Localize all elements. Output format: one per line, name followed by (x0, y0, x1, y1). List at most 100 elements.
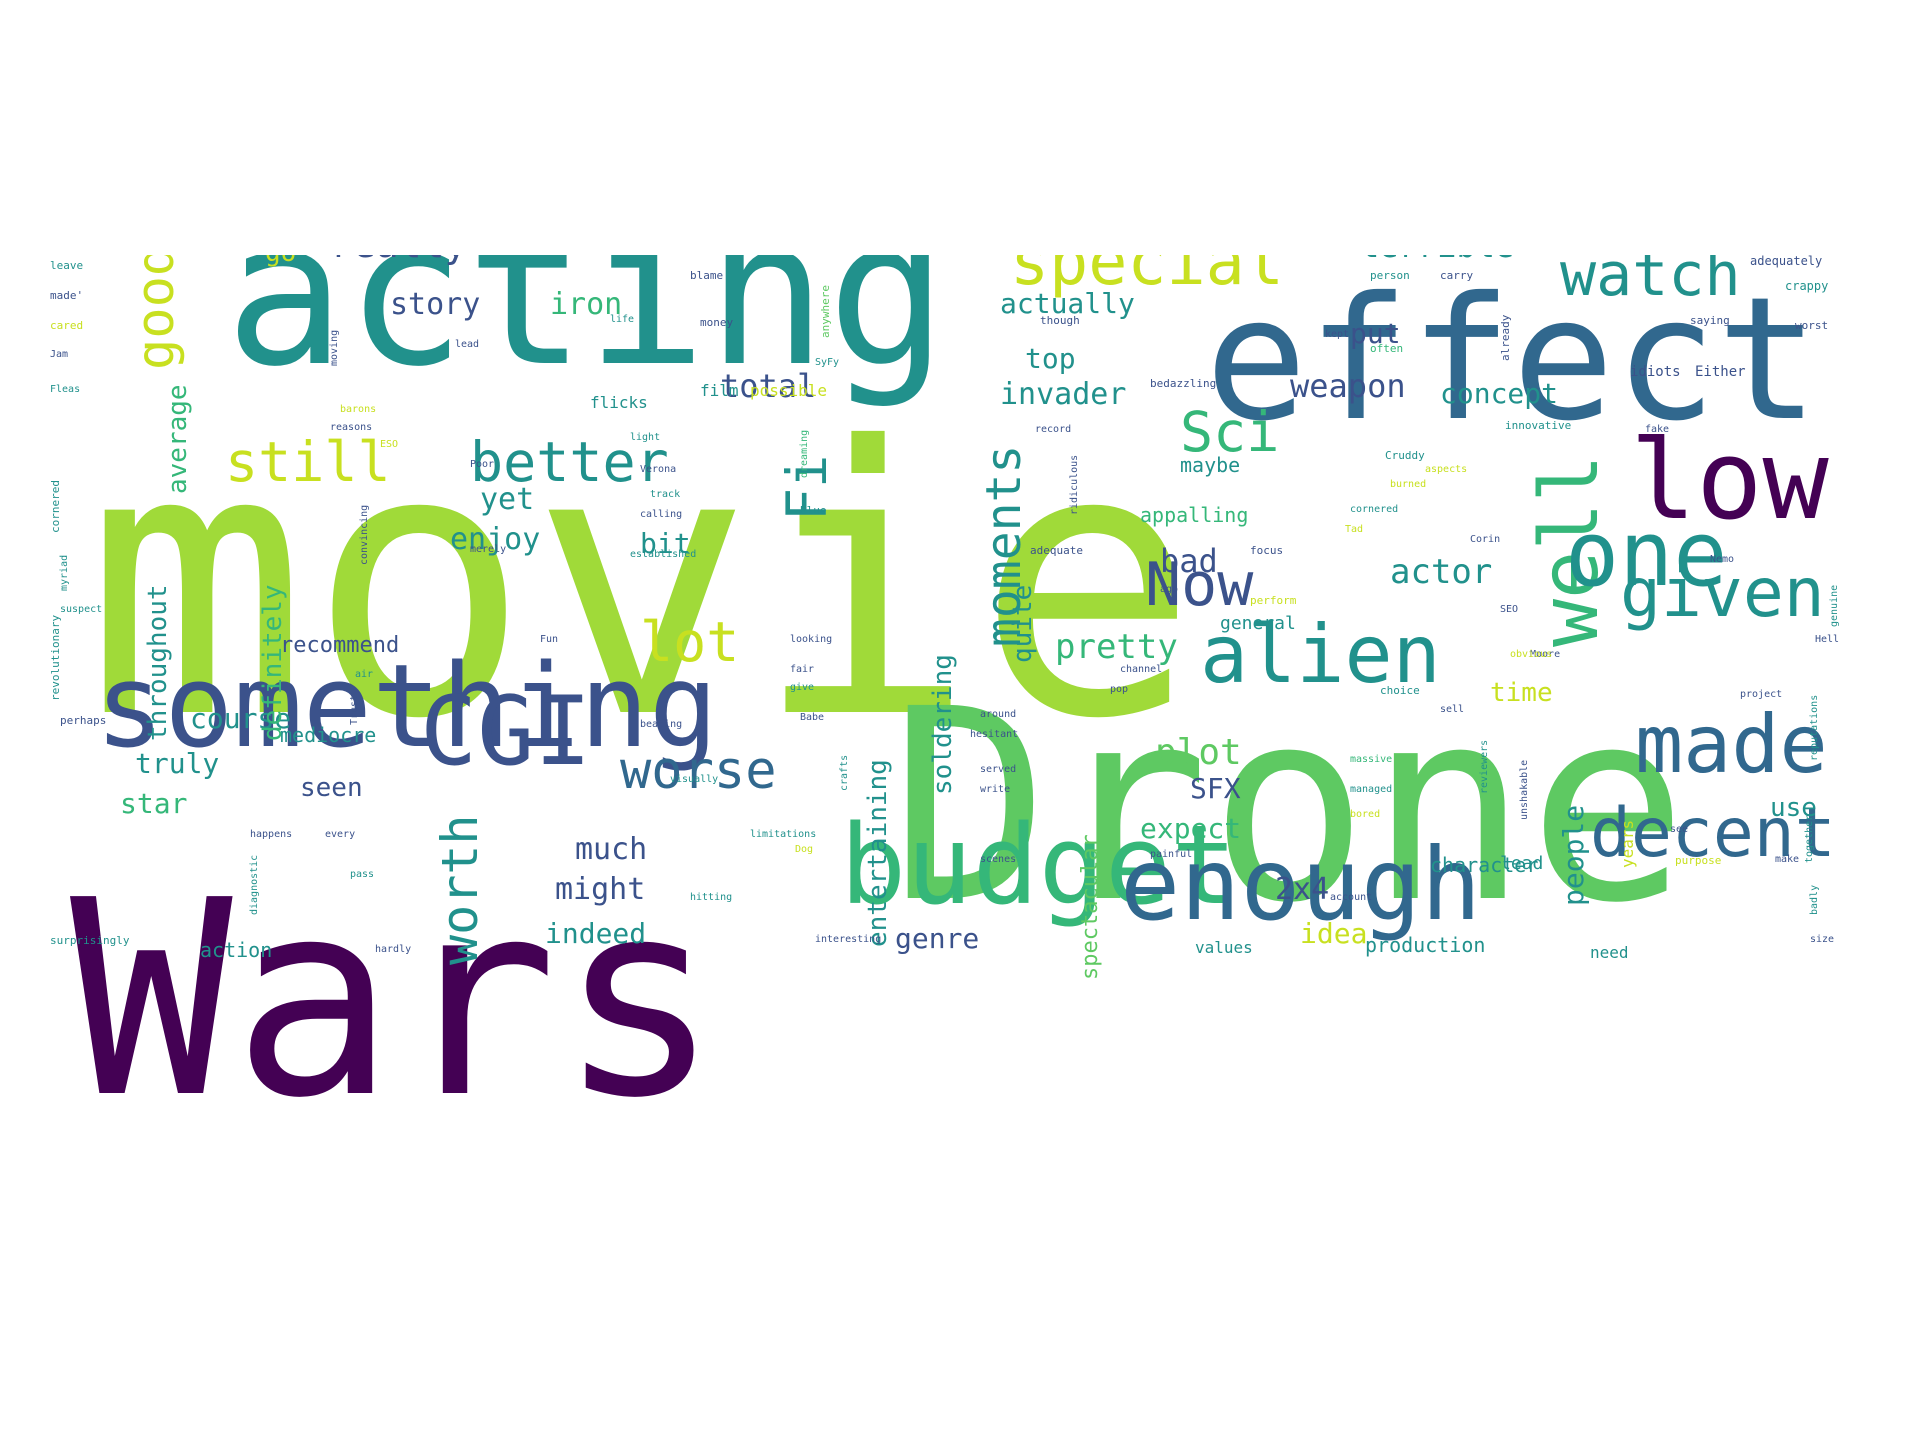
word: enjoy (450, 522, 541, 557)
word: limitations (750, 829, 817, 840)
word: effect (1205, 261, 1820, 459)
word: carry (1440, 269, 1474, 282)
word: bored (1350, 809, 1381, 820)
word: hesitant (970, 729, 1019, 740)
word: concept (1440, 377, 1559, 410)
word: money (700, 316, 734, 329)
word: maybe (1180, 453, 1241, 477)
word: might (555, 872, 646, 907)
word: air (355, 669, 374, 680)
word-cloud: movie Wars Drone acting effect something budge… (50, 255, 1890, 1190)
word: total (720, 367, 817, 405)
word: perhaps (60, 714, 107, 727)
word: Poor (470, 459, 495, 470)
word: budget (840, 801, 1238, 929)
word: top (1025, 342, 1076, 375)
word: low (1630, 416, 1829, 544)
word: badly (1809, 884, 1820, 915)
word: worst (1795, 319, 1829, 332)
word: watch (1560, 255, 1741, 310)
word: bedazzling (1150, 377, 1217, 390)
word: moving (329, 329, 340, 366)
word: hardly (375, 944, 412, 955)
word: adequate (1030, 544, 1083, 557)
word: 2x4 (1275, 872, 1330, 907)
word: yet (480, 482, 535, 517)
word: painful (1150, 849, 1193, 860)
word: bad (1160, 542, 1218, 580)
word: around (980, 709, 1017, 720)
word: purpose (1675, 854, 1722, 867)
word: barons (340, 404, 377, 415)
word: size (1810, 934, 1835, 945)
word: account (1330, 892, 1373, 903)
word: expect (1140, 812, 1242, 845)
word: invader (1000, 377, 1127, 412)
word: write (980, 784, 1011, 795)
word: Babe (800, 712, 825, 723)
word: actually (1000, 287, 1135, 320)
word: better (470, 430, 669, 494)
word: average (163, 384, 193, 495)
word: special (1010, 255, 1284, 300)
word: Sci (1180, 400, 1280, 464)
word: action (200, 938, 273, 962)
word: entertaining (863, 759, 893, 948)
word: Hell (1815, 634, 1840, 645)
word: massive (1350, 754, 1393, 765)
word: cornered (1350, 504, 1399, 515)
word: lead (1500, 853, 1544, 874)
word: surprisingly (50, 934, 130, 947)
word: much (575, 832, 648, 867)
word: choice (1380, 684, 1420, 697)
word: production (1365, 933, 1486, 957)
word: still (225, 430, 391, 494)
word: genre (895, 922, 980, 955)
word: appalling (1140, 503, 1249, 527)
word: values (1195, 938, 1253, 957)
word: Either (1695, 364, 1746, 380)
word: fake (1645, 424, 1670, 435)
word: movie (85, 370, 1199, 800)
word: SEO (1500, 604, 1519, 615)
word: Nemo (1710, 554, 1735, 565)
word: made' (50, 289, 84, 302)
word: something (95, 640, 719, 774)
word: Blue (800, 504, 827, 517)
word: mediocre (280, 723, 377, 747)
word: general (1220, 613, 1296, 634)
word: Jam (50, 349, 69, 360)
word: film (700, 381, 739, 400)
word: acting (225, 255, 948, 411)
word: though (1040, 314, 1080, 327)
word: convincing (359, 504, 370, 565)
word: hitting (690, 892, 733, 903)
word: indeed (545, 917, 647, 950)
word: definitely (258, 584, 288, 741)
word: beating (640, 719, 683, 730)
word: channel (1120, 664, 1163, 675)
word: saying (1690, 314, 1730, 327)
word: Tad (1345, 524, 1364, 535)
word: track (650, 489, 681, 500)
word: story (390, 287, 481, 322)
word: go (265, 255, 296, 266)
word: already (1499, 314, 1512, 362)
word: watching (710, 255, 893, 258)
word: managed (1350, 784, 1393, 795)
word: pass (350, 869, 375, 880)
word: use (1770, 793, 1817, 823)
word: kept (1325, 329, 1350, 340)
word: Wars (70, 842, 721, 1157)
word: record (1035, 424, 1072, 435)
word: aspects (1425, 464, 1468, 475)
word: flicks (590, 393, 648, 412)
word: often (1370, 342, 1404, 355)
word: merely (470, 544, 507, 555)
word: leave (50, 259, 84, 272)
word: genuine (1829, 584, 1840, 627)
word: character (1430, 853, 1539, 877)
word: Cruddy (1385, 449, 1425, 462)
word: visually (670, 774, 719, 785)
word: burned (1390, 479, 1427, 490)
